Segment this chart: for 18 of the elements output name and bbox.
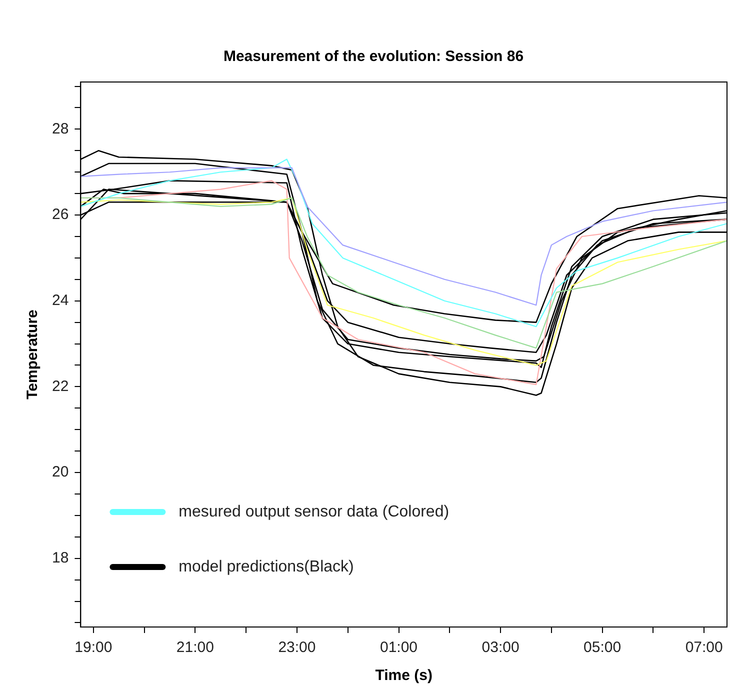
x-axis-title: Time (s) [375, 667, 432, 684]
y-tick-label: 22 [52, 378, 69, 395]
x-tick-label: 03:00 [482, 639, 520, 656]
y-tick-label: 28 [52, 120, 69, 138]
y-tick-label: 20 [52, 464, 69, 481]
chart-title: Measurement of the evolution: Session 86 [223, 48, 524, 66]
y-tick-label: 18 [52, 549, 69, 566]
y-tick-label: 24 [52, 292, 69, 309]
x-tick-label: 05:00 [584, 639, 622, 656]
legend-label: mesured output sensor data (Colored) [178, 503, 450, 520]
y-tick-label: 26 [52, 206, 69, 224]
legend-label: model predictions(Black) [178, 558, 354, 576]
x-tick-label: 19:00 [74, 639, 112, 656]
x-tick-label: 01:00 [380, 639, 418, 656]
x-tick-label: 21:00 [176, 639, 214, 656]
x-tick-label: 07:00 [685, 639, 723, 656]
y-axis-title: Temperature [24, 310, 42, 400]
x-tick-label: 23:00 [278, 639, 316, 656]
